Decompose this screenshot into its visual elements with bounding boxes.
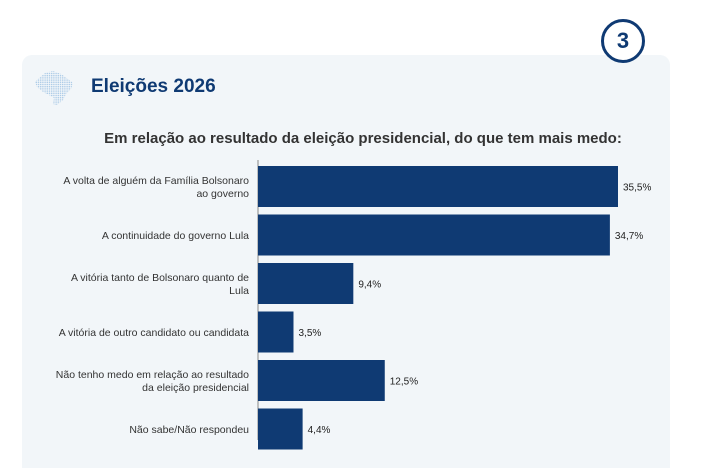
value-label: 12,5% [390,377,418,388]
value-label: 9,4% [358,280,381,291]
category-label-line: A vitória tanto de Bolsonaro quanto de [71,272,249,284]
category-label-line: Lula [229,285,249,297]
category-label: A volta de alguém da Família Bolsonaro ao… [63,175,249,200]
bar [258,214,610,256]
category-label: Não sabe/Não respondeu [129,424,249,436]
value-label: 4,4% [308,425,331,436]
category-label-line: A continuidade do governo Lula [102,230,249,242]
category-label: Não tenho medo em relação ao resultado da… [56,369,249,394]
category-label: A vitória de outro candidato ou candidat… [59,327,249,339]
category-label-line: da eleição presidencial [142,382,249,394]
bar [258,408,303,450]
value-label: 34,7% [615,231,643,242]
section-title: Eleições 2026 [91,76,216,97]
category-label: A continuidade do governo Lula [102,230,249,242]
bar [258,166,618,207]
brazil-map-icon [35,71,73,105]
bar [258,360,385,401]
category-label-line: Não tenho medo em relação ao resultado [56,369,249,381]
category-label: A vitória tanto de Bolsonaro quanto de Lu… [71,272,249,297]
value-label: 35,5% [623,183,651,194]
category-label-line: Não sabe/Não respondeu [129,424,249,436]
bar [258,263,354,304]
page-number-badge: 3 [601,19,645,63]
value-label: 3,5% [298,328,321,339]
bar [258,311,294,353]
category-label-line: ao governo [196,188,249,200]
chart-question: Em relação ao resultado da eleição presi… [104,130,622,147]
category-label-line: A vitória de outro candidato ou candidat… [59,327,249,339]
category-label-line: A volta de alguém da Família Bolsonaro [63,175,249,187]
